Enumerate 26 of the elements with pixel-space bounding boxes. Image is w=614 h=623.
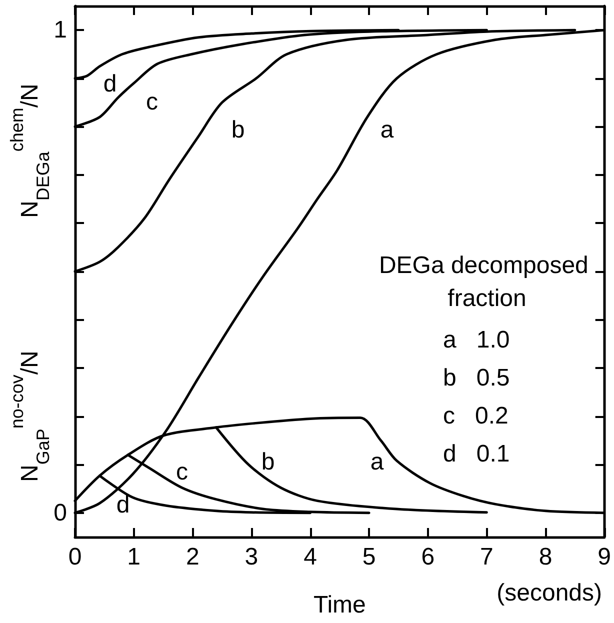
x-tick-label: 5 xyxy=(362,544,376,570)
x-axis-title: Time xyxy=(313,592,366,618)
annotation: c 0.2 xyxy=(443,402,508,430)
annotation: d 0.1 xyxy=(443,440,510,468)
annotation: c xyxy=(146,88,158,116)
x-tick-label: 7 xyxy=(480,544,494,570)
text: NGaPno-cov/N xyxy=(7,350,53,482)
annotation: b xyxy=(231,116,245,144)
x-tick-label: 8 xyxy=(538,544,552,570)
x-tick-label: 4 xyxy=(304,544,317,570)
x-tick-label: 1 xyxy=(127,544,140,570)
annotation: d xyxy=(103,70,117,98)
x-tick-label: 3 xyxy=(244,544,258,570)
annotation: a xyxy=(380,116,394,144)
annotation: a 1.0 xyxy=(443,326,510,354)
x-tick-label: 2 xyxy=(186,544,200,570)
y-axis-title: NDEGachem/N xyxy=(7,84,53,218)
legend-title: DEGa decomposed fraction xyxy=(378,252,596,312)
annotation: c xyxy=(176,458,188,486)
annotation: a xyxy=(370,448,384,476)
annotation: b 0.5 xyxy=(443,364,510,392)
annotation: d xyxy=(116,492,130,518)
annotation: b xyxy=(261,448,275,476)
x-tick-label: 9 xyxy=(598,544,612,570)
text: (seconds) xyxy=(496,580,602,606)
x-tick-label: 6 xyxy=(421,544,435,570)
